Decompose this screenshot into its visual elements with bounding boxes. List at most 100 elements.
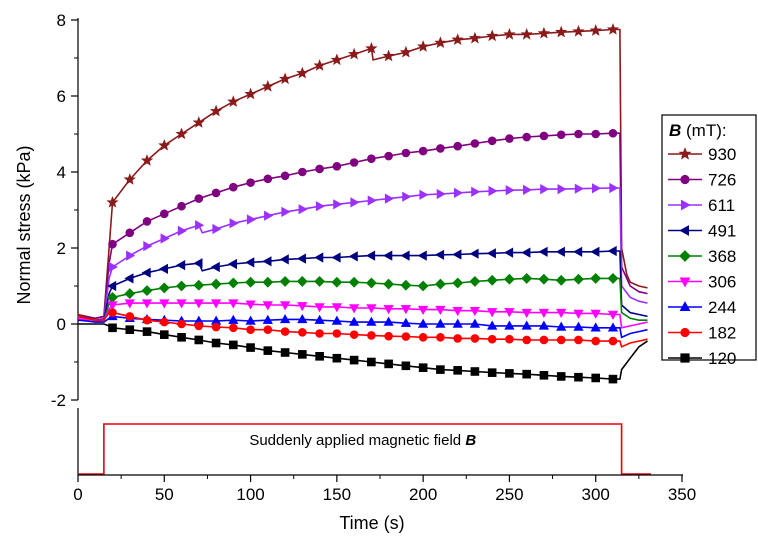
data-point	[608, 374, 618, 384]
data-point	[434, 249, 445, 260]
data-point	[298, 350, 307, 359]
data-point	[332, 353, 342, 363]
data-point	[417, 250, 427, 261]
data-point	[125, 312, 135, 321]
data-point	[227, 277, 239, 289]
data-point	[573, 273, 584, 285]
legend-label: 368	[708, 247, 736, 266]
data-point	[228, 314, 239, 324]
data-point	[452, 277, 464, 289]
x-tick-label: 250	[495, 485, 523, 504]
data-point	[108, 261, 118, 273]
data-point	[591, 373, 601, 383]
legend-marker	[680, 199, 691, 211]
data-point	[279, 275, 291, 287]
data-point	[175, 127, 188, 140]
legend-marker	[679, 277, 691, 288]
data-point	[227, 95, 240, 107]
data-point	[365, 42, 378, 54]
data-point	[281, 206, 291, 218]
data-point	[296, 275, 308, 287]
data-point	[348, 304, 360, 314]
data-point	[348, 316, 360, 326]
data-point	[142, 217, 152, 226]
data-point	[486, 274, 498, 286]
data-point	[177, 225, 187, 237]
legend-item-368: 368	[668, 247, 736, 266]
y-tick-label: 4	[57, 163, 66, 182]
data-point	[555, 246, 565, 257]
data-point	[382, 49, 395, 62]
data-point	[384, 193, 395, 204]
legend-item-726: 726	[668, 171, 736, 190]
data-point	[244, 87, 257, 100]
data-point	[469, 248, 479, 259]
data-point	[280, 171, 290, 181]
x-axis-label: Time (s)	[339, 513, 404, 533]
data-point	[384, 151, 393, 161]
data-point	[141, 285, 153, 297]
data-point	[211, 338, 221, 348]
field-annotation-text: Suddenly applied magnetic field	[249, 432, 465, 449]
data-point	[158, 138, 171, 151]
x-tick-label: 200	[409, 485, 437, 504]
data-point	[522, 369, 531, 379]
data-point	[505, 334, 514, 344]
data-point	[296, 66, 309, 79]
y-tick-label: 8	[57, 11, 66, 30]
data-point	[193, 279, 205, 291]
data-point	[176, 299, 187, 309]
data-point	[573, 321, 584, 331]
data-point	[521, 247, 531, 258]
series-611	[77, 182, 648, 322]
data-point	[384, 359, 393, 369]
data-point	[315, 329, 324, 338]
data-point	[142, 327, 152, 336]
data-point	[521, 272, 533, 284]
legend-title: B (mT):	[669, 121, 727, 140]
legend-marker	[680, 327, 690, 338]
data-point	[262, 256, 272, 267]
data-point	[229, 218, 239, 229]
data-point	[400, 305, 412, 315]
data-point	[591, 183, 602, 194]
y-tick-label: 2	[57, 239, 66, 258]
legend-marker	[680, 353, 690, 363]
data-point	[574, 129, 583, 139]
data-point	[263, 174, 273, 184]
data-point	[158, 282, 170, 294]
data-point	[537, 26, 551, 39]
legend-marker	[679, 225, 690, 236]
data-point	[264, 210, 274, 221]
data-point	[333, 199, 343, 210]
legend-label: 726	[708, 171, 736, 190]
data-point	[522, 184, 533, 196]
data-point	[538, 273, 550, 285]
series-line-182	[77, 311, 648, 348]
data-point	[124, 273, 134, 284]
data-point	[539, 131, 549, 141]
legend-label: 611	[708, 196, 735, 215]
legend-item-491: 491	[668, 222, 736, 241]
series-line-306	[77, 302, 648, 329]
data-point	[470, 367, 480, 376]
legend-label: 930	[708, 145, 736, 164]
data-point	[263, 325, 273, 335]
legend-marker	[680, 174, 690, 185]
data-point	[452, 306, 463, 317]
data-point	[434, 278, 446, 290]
data-point	[505, 369, 514, 378]
data-point	[418, 332, 428, 342]
data-point	[367, 331, 376, 340]
data-point	[574, 372, 583, 382]
data-point	[591, 336, 601, 346]
data-point	[279, 301, 291, 311]
data-point	[555, 274, 567, 286]
y-tick-label: 6	[57, 87, 66, 106]
data-point	[315, 201, 326, 212]
data-point	[470, 139, 480, 148]
data-point	[555, 25, 568, 38]
data-point	[418, 146, 428, 156]
data-point	[143, 240, 153, 252]
data-point	[435, 305, 446, 316]
